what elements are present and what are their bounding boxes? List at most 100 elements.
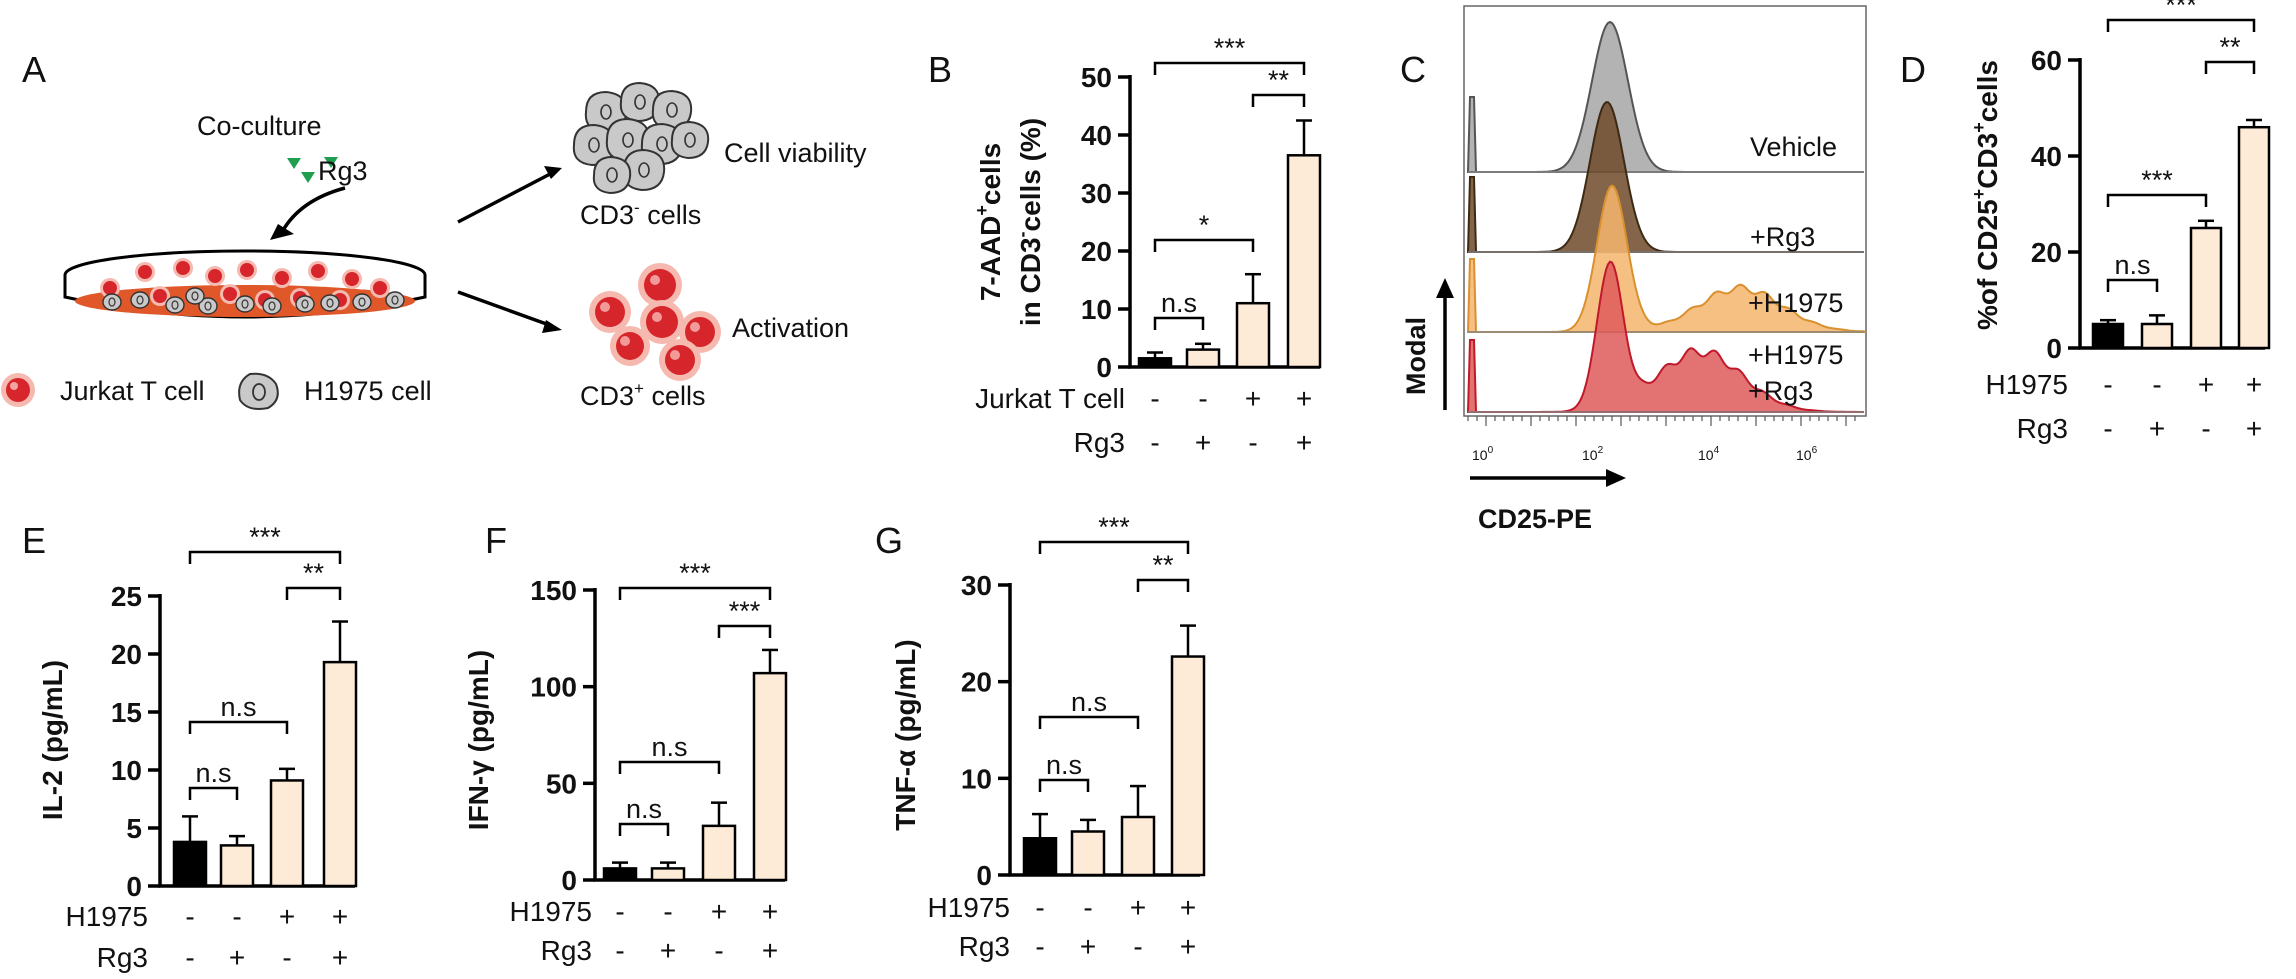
significance-label: ***: [249, 522, 281, 552]
histogram-x-ticks: [1467, 416, 1856, 426]
y-tick-label: 50: [1081, 62, 1112, 93]
condition-sign: -: [185, 942, 194, 973]
hist-label-rg3: +Rg3: [1750, 222, 1815, 252]
h1975-cell-dot: [102, 293, 122, 311]
bar: [701, 824, 737, 882]
bar: [602, 867, 638, 882]
h1975-cell-cluster-icon: [572, 81, 710, 195]
hist-label-h1975: +H1975: [1748, 288, 1843, 318]
panel-letter: F: [485, 520, 507, 561]
h1975-cell-icon: [670, 120, 710, 160]
significance-bracket: [1038, 540, 1190, 554]
bar: [1137, 357, 1173, 369]
arrow-to-viability-head: [544, 166, 562, 179]
bar: [1070, 830, 1106, 877]
condition-sign: +: [1130, 892, 1146, 923]
bar: [2237, 125, 2271, 350]
significance-label: n.s: [220, 692, 256, 722]
hist-tick-10e6: 106: [1796, 445, 1818, 463]
condition-row-label: H1975: [1985, 369, 2068, 400]
y-tick-label: 5: [126, 813, 142, 844]
y-tick-label: 50: [546, 768, 577, 799]
h1975-cell-dot: [320, 294, 340, 312]
y-tick-label: 30: [961, 570, 992, 601]
condition-sign: -: [1035, 892, 1044, 923]
jurkat-cell-dot: [308, 261, 328, 281]
jurkat-cell-dot: [272, 268, 292, 288]
condition-sign: -: [1035, 931, 1044, 962]
jurkat-cell-dot: [237, 260, 257, 280]
bar: [650, 867, 686, 882]
curved-arrow-head: [270, 224, 294, 240]
bar: [1022, 837, 1058, 877]
condition-sign: +: [762, 896, 778, 927]
condition-sign: +: [2198, 369, 2214, 400]
hist-ylabel: Modal: [1401, 317, 1431, 395]
significance-bracket: [1038, 715, 1140, 729]
condition-sign: +: [711, 896, 727, 927]
condition-sign: +: [1180, 892, 1196, 923]
condition-row-label: H1975: [927, 892, 1010, 923]
condition-sign: +: [332, 942, 348, 973]
y-tick-label: 20: [2031, 237, 2062, 268]
y-tick-label: 60: [2031, 45, 2062, 76]
bar: [172, 840, 208, 888]
y-tick-label: 0: [976, 860, 992, 891]
condition-sign: -: [1133, 931, 1142, 962]
y-tick-label: 0: [561, 865, 577, 896]
condition-sign: -: [282, 942, 291, 973]
panel-a-letter: A: [22, 49, 46, 90]
condition-sign: +: [762, 935, 778, 966]
panel-a: A Co-culture Rg3 Cell viability CD3- cel…: [1, 49, 867, 411]
condition-sign: +: [1245, 383, 1261, 414]
condition-sign: -: [2103, 413, 2112, 444]
cell-viability-label: Cell viability: [724, 138, 867, 168]
rg3-label: Rg3: [318, 156, 368, 186]
y-tick-label: 40: [1081, 120, 1112, 151]
jurkat-cell-cluster-icon: [589, 263, 721, 381]
y-tick-label: 10: [1081, 294, 1112, 325]
significance-label: **: [1268, 65, 1290, 95]
significance-bracket: [188, 720, 289, 734]
condition-sign: -: [232, 901, 241, 932]
y-tick-label: 25: [111, 581, 142, 612]
significance-label: n.s: [1161, 288, 1197, 318]
condition-sign: -: [1248, 427, 1257, 458]
cd25-arrow-head: [1606, 469, 1626, 487]
activation-label: Activation: [732, 313, 849, 343]
condition-sign: +: [332, 901, 348, 932]
significance-bracket: [618, 760, 721, 774]
condition-sign: -: [615, 896, 624, 927]
panel-letter: B: [928, 49, 952, 90]
modal-arrow-head: [1436, 278, 1454, 298]
significance-label: **: [303, 558, 325, 588]
h1975-cell-dot: [295, 295, 315, 313]
jurkat-cell-dot: [173, 258, 193, 278]
significance-bracket: [2106, 193, 2208, 207]
bar: [322, 660, 358, 888]
condition-row-label: Rg3: [2017, 413, 2068, 444]
arrow-to-viability: [457, 171, 553, 224]
significance-label: **: [1152, 550, 1174, 580]
hist-tick-10e4: 104: [1698, 445, 1720, 463]
y-tick-label: 40: [2031, 141, 2062, 172]
h1975-cell-icon: [622, 148, 666, 192]
bar: [219, 844, 255, 888]
y-tick-label: 20: [1081, 236, 1112, 267]
y-tick-label: 10: [111, 755, 142, 786]
y-tick-label: 30: [1081, 178, 1112, 209]
y-axis-label-line1: 7-AAD+cells: [972, 143, 1006, 301]
condition-sign: +: [2246, 369, 2262, 400]
h1975-cell-dot: [130, 291, 150, 309]
y-axis-label: TNF-α (pg/mL): [890, 639, 921, 830]
condition-sign: +: [1180, 931, 1196, 962]
y-tick-label: 20: [961, 667, 992, 698]
significance-label: *: [1199, 210, 1210, 240]
condition-sign: -: [2152, 369, 2161, 400]
jurkat-cell-dot: [370, 278, 390, 298]
significance-bracket: [717, 624, 772, 638]
